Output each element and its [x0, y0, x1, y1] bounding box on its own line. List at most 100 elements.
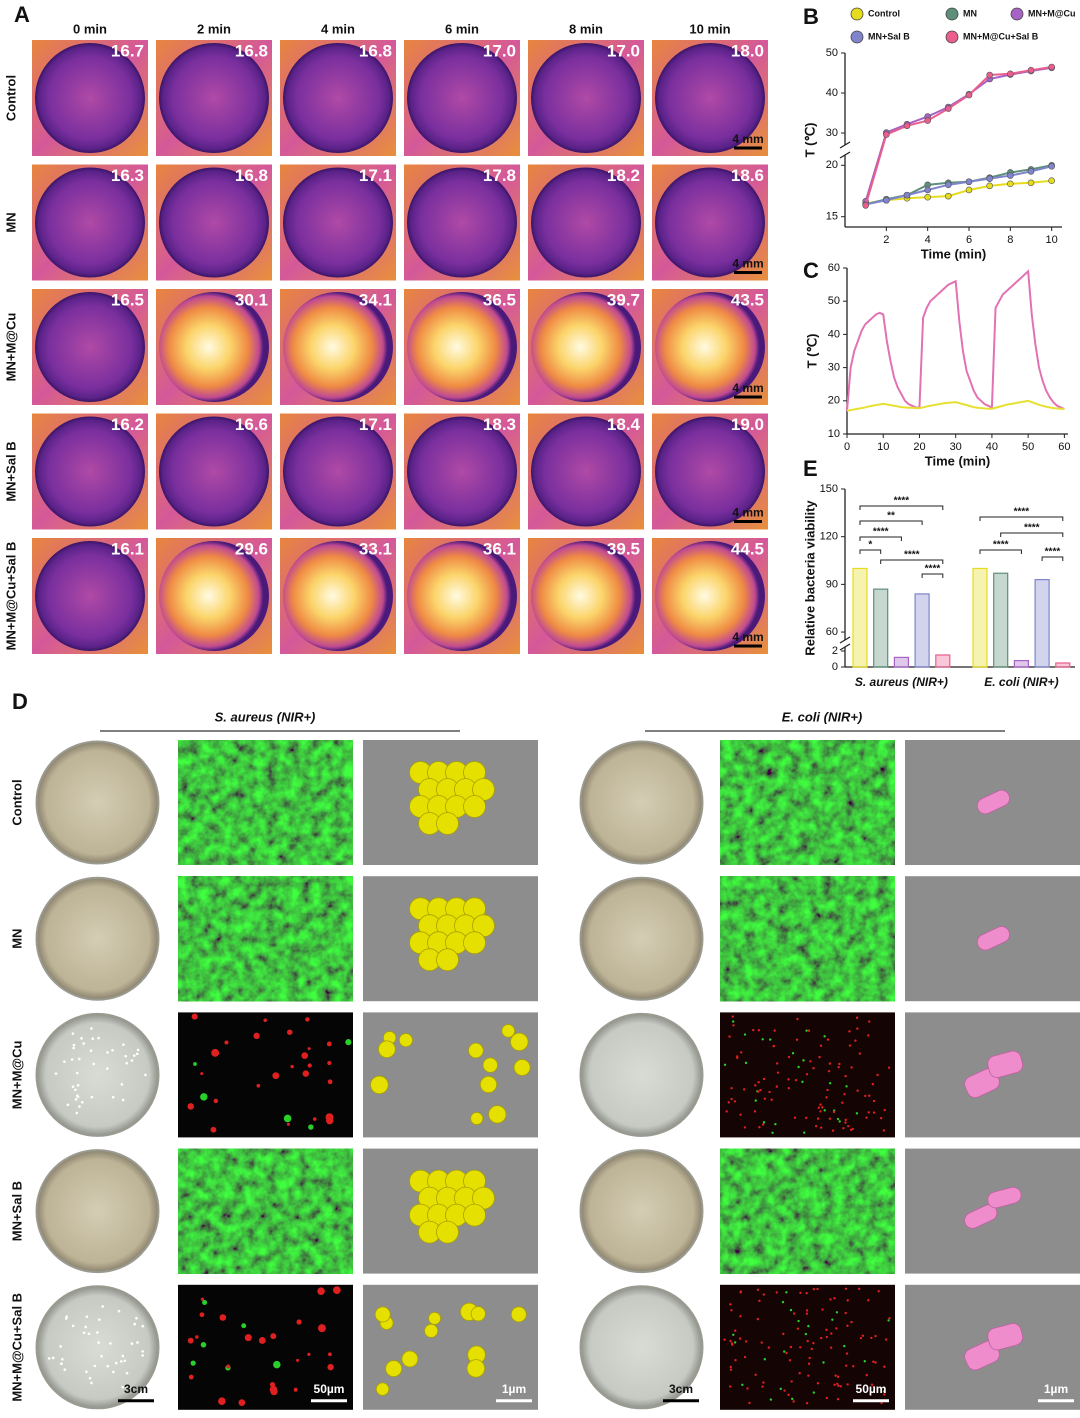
dead-cell	[825, 1096, 828, 1099]
dead-cell	[797, 1065, 800, 1069]
dead-cell	[740, 1051, 743, 1054]
dead-cell	[758, 1126, 761, 1129]
dead-cell	[859, 1336, 863, 1340]
x-tick-label: 40	[986, 441, 998, 453]
significance-label: *	[868, 540, 872, 551]
x-tick-label: 6	[966, 234, 972, 246]
dead-cell	[835, 1327, 838, 1330]
bacterium	[510, 1306, 527, 1323]
dead-cell	[835, 1311, 839, 1314]
dead-cell	[795, 1038, 799, 1041]
dead-cell	[887, 1319, 890, 1322]
dead-cell	[785, 1351, 788, 1355]
y-tick-label: 15	[826, 211, 838, 223]
dead-cell	[831, 1318, 834, 1321]
colony	[75, 1111, 79, 1115]
bacterium	[513, 1059, 531, 1076]
series-marker	[1027, 179, 1035, 187]
dead-cell	[193, 1062, 197, 1066]
dead-cell	[865, 1373, 868, 1377]
colony	[70, 1058, 74, 1061]
temperature-value: 30.1	[235, 290, 268, 309]
thermal-sample	[35, 292, 145, 402]
thermal-sample	[531, 292, 641, 402]
dead-cell	[846, 1383, 849, 1386]
dead-cell	[812, 1341, 815, 1345]
dead-cell	[805, 1312, 809, 1315]
dead-cell	[218, 1397, 226, 1406]
colony	[71, 1032, 75, 1035]
dead-cell	[729, 1368, 733, 1371]
scale-bar-label: 4 mm	[732, 630, 763, 644]
dead-cell	[758, 1299, 761, 1303]
dead-cell	[325, 1113, 334, 1122]
panel-label: B	[803, 4, 819, 29]
colony	[72, 1046, 75, 1050]
colony	[117, 1309, 121, 1313]
bacterium	[436, 812, 459, 835]
dead-cell	[865, 1116, 868, 1119]
dead-cell	[725, 1110, 728, 1113]
thermal-sample	[159, 541, 269, 651]
dead-cell	[729, 1303, 732, 1306]
dead-cell	[844, 1287, 848, 1291]
dead-cell	[759, 1088, 762, 1092]
thermal-sample	[655, 541, 765, 651]
dead-cell	[830, 1332, 833, 1335]
axis-break	[839, 636, 851, 644]
dead-cell	[773, 1029, 776, 1032]
dead-cell	[808, 1356, 811, 1360]
significance-label: **	[887, 511, 895, 522]
dead-cell	[200, 1093, 208, 1101]
dead-cell	[728, 1035, 731, 1038]
dead-cell	[818, 1055, 821, 1059]
colony	[74, 1088, 77, 1092]
fluorescence-image	[720, 876, 895, 1002]
colony	[135, 1316, 138, 1320]
thermal-sample	[159, 167, 269, 278]
dead-cell	[226, 1364, 231, 1369]
fluorescence-image	[178, 1284, 353, 1410]
colony	[120, 1083, 124, 1086]
dead-cell	[732, 1333, 735, 1336]
axis-break	[839, 151, 851, 159]
dead-cell	[739, 1291, 742, 1294]
dead-cell	[870, 1336, 873, 1340]
dead-cell	[826, 1038, 830, 1041]
thermal-sample	[407, 416, 517, 527]
dead-cell	[761, 1038, 764, 1041]
dead-cell	[771, 1131, 774, 1134]
colony	[96, 1331, 99, 1334]
colony	[111, 1370, 115, 1374]
bacterium	[370, 1075, 389, 1095]
dead-cell	[843, 1093, 846, 1096]
dead-cell	[812, 1287, 816, 1291]
dead-cell	[816, 1382, 820, 1385]
series-marker	[883, 131, 890, 138]
dead-cell	[210, 1126, 217, 1133]
dead-cell	[305, 1017, 310, 1022]
dead-cell	[819, 1110, 822, 1113]
y-tick-label: 50	[828, 295, 840, 307]
colony	[133, 1322, 136, 1326]
scale-bar-label: 4 mm	[732, 381, 763, 395]
x-tick-label: 0	[844, 441, 850, 453]
colony	[81, 1100, 84, 1104]
series-marker	[903, 191, 911, 199]
bacterium	[401, 1350, 419, 1368]
dead-cell	[739, 1315, 742, 1318]
dead-cell	[820, 1336, 823, 1340]
series-marker	[986, 175, 993, 182]
dead-cell	[769, 1038, 772, 1041]
bacterium	[374, 1306, 391, 1323]
dead-cell	[728, 1385, 732, 1388]
agar-plate	[579, 1012, 704, 1137]
thermal-sample	[655, 292, 765, 402]
dead-cell	[836, 1117, 840, 1121]
colony	[93, 1364, 97, 1368]
dead-cell	[836, 1375, 840, 1378]
dead-cell	[286, 1122, 290, 1126]
series-line	[865, 165, 1052, 206]
dead-cell	[195, 1335, 199, 1339]
series-line	[865, 179, 1052, 205]
